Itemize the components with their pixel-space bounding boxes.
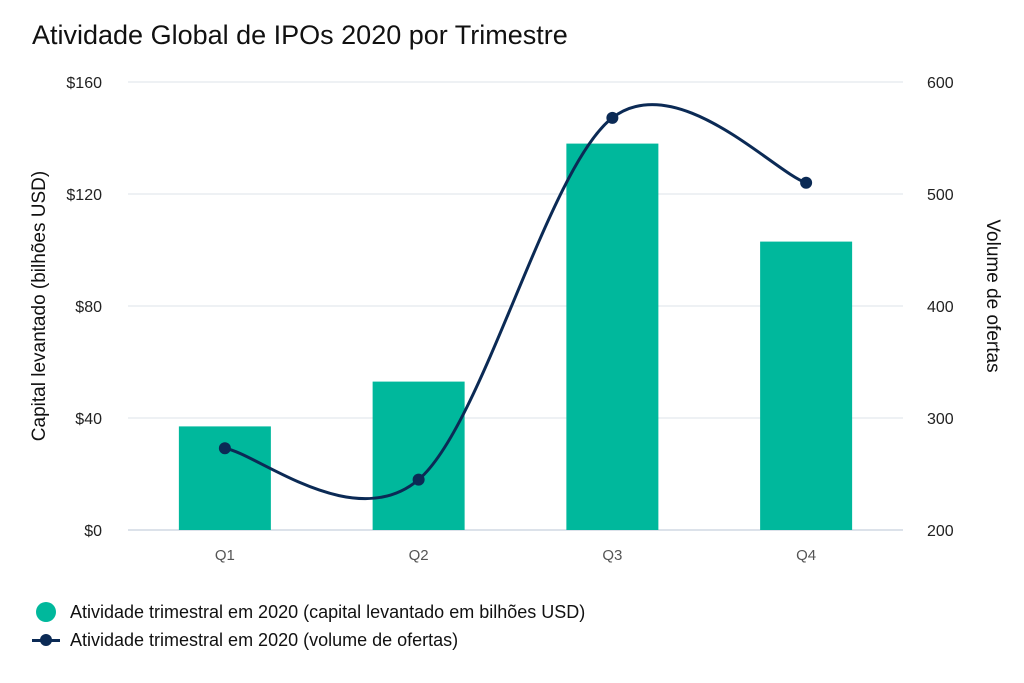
y2-tick-label: 400: [927, 299, 954, 316]
x-tick-label: Q4: [796, 547, 816, 564]
left-axis-ticks: $0 $40 $80 $120 $160: [66, 75, 102, 540]
y-tick-label: $120: [66, 187, 102, 204]
legend-bar-label: Atividade trimestral em 2020 (capital le…: [70, 601, 586, 622]
y2-tick-label: 600: [927, 75, 954, 92]
legend-line-swatch: [32, 630, 60, 650]
bar: [760, 241, 853, 530]
y-axis-title: Capital levantado (bilhões USD): [29, 171, 50, 441]
x-tick-label: Q3: [602, 547, 622, 564]
line-series: [218, 103, 813, 501]
y2-tick-label: 200: [927, 523, 954, 540]
y-tick-label: $40: [75, 411, 102, 428]
x-tick-label: Q2: [409, 547, 429, 564]
y2-tick-label: 300: [927, 411, 954, 428]
y-tick-label: $160: [66, 75, 102, 92]
y-tick-label: $80: [75, 299, 102, 316]
legend: Atividade trimestral em 2020 (capital le…: [32, 598, 585, 654]
legend-bar-swatch: [36, 602, 56, 622]
legend-item-bars: Atividade trimestral em 2020 (capital le…: [32, 598, 585, 626]
bar: [566, 143, 659, 530]
y2-tick-label: 500: [927, 187, 954, 204]
legend-line-label: Atividade trimestral em 2020 (volume de …: [70, 629, 459, 650]
y-tick-label: $0: [84, 523, 102, 540]
line-point: [412, 473, 425, 486]
series-line: [224, 103, 807, 501]
legend-item-line: Atividade trimestral em 2020 (volume de …: [32, 626, 585, 654]
line-point: [800, 176, 813, 189]
bar-series: [178, 143, 853, 530]
line-point: [606, 111, 619, 124]
x-tick-label: Q1: [215, 547, 235, 564]
chart-title: Atividade Global de IPOs 2020 por Trimes…: [32, 20, 568, 50]
right-axis-ticks: 200 300 400 500 600: [927, 75, 954, 540]
y2-axis-title: Volume de ofertas: [982, 219, 1003, 372]
x-axis-ticks: Q1 Q2 Q3 Q4: [215, 547, 816, 564]
bar: [178, 426, 271, 530]
line-point: [218, 442, 231, 455]
bar: [372, 381, 465, 530]
